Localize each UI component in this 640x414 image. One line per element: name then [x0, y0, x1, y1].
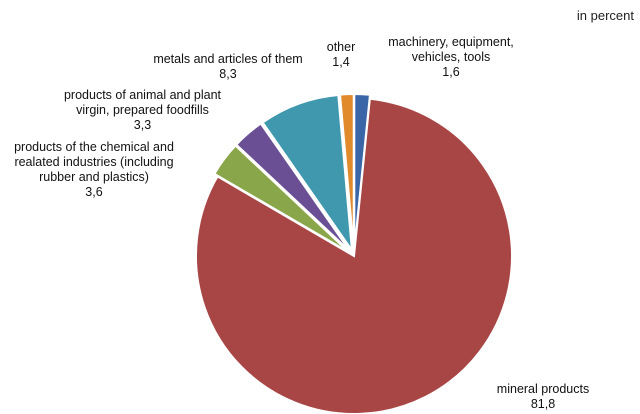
- slice-animal-plant: [234, 122, 351, 253]
- label-machinery: machinery, equipment, vehicles, tools 1,…: [376, 35, 526, 80]
- label-other-name: other: [326, 40, 356, 54]
- label-chemical-name: products of the chemical and realated in…: [14, 140, 174, 184]
- label-other: other 1,4: [318, 40, 364, 70]
- label-mineral: mineral products 81,8: [478, 382, 608, 412]
- label-metals: metals and articles of them 8,3: [138, 52, 318, 82]
- unit-note: in percent: [576, 8, 634, 23]
- label-mineral-name: mineral products: [496, 382, 590, 396]
- label-metals-value: 8,3: [219, 67, 237, 81]
- label-animal-plant-name: products of animal and plant virgin, pre…: [63, 88, 222, 117]
- label-animal-plant-value: 3,3: [133, 118, 152, 132]
- slice-metals: [261, 93, 354, 255]
- label-machinery-value: 1,6: [442, 65, 460, 79]
- slice-mineral-products: [195, 97, 513, 414]
- label-other-value: 1,4: [332, 55, 350, 69]
- slice-chemical: [213, 144, 350, 254]
- label-metals-name: metals and articles of them: [153, 52, 303, 66]
- label-chemical-value: 3,6: [85, 185, 103, 199]
- label-chemical: products of the chemical and realated in…: [4, 140, 184, 200]
- label-machinery-name: machinery, equipment, vehicles, tools: [388, 35, 514, 64]
- label-animal-plant: products of animal and plant virgin, pre…: [50, 88, 235, 133]
- slice-other: [338, 93, 355, 251]
- label-mineral-value: 81,8: [530, 397, 556, 411]
